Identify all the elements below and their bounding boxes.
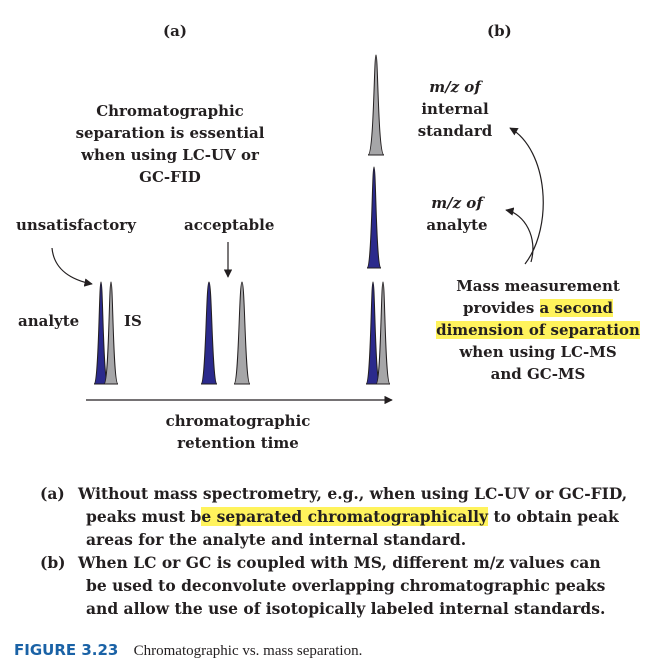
highlight-separated: e separated chromatographically	[201, 507, 489, 526]
mass-text-line: when using LC-MS	[459, 343, 617, 361]
label-is: IS	[124, 312, 142, 330]
note-text: to obtain peak	[488, 507, 619, 526]
mz-line: m/z of	[429, 78, 481, 96]
arrow-unsatisfactory	[51, 247, 93, 287]
mz-internal-standard-label: m/z of internal standard	[405, 76, 505, 142]
mass-measurement-text: Mass measurement provides a second dimen…	[424, 275, 652, 385]
statement-line: when using LC-UV or	[81, 146, 259, 164]
note-text: peaks must b	[86, 507, 202, 526]
peak-is-acceptable	[233, 281, 251, 385]
peak-analyte-unsatisfactory	[93, 281, 109, 385]
axis-label-line: retention time	[177, 434, 299, 452]
statement-line: GC-FID	[139, 168, 201, 186]
axis-label-line: chromatographic	[165, 412, 311, 430]
panel-b-label: (b)	[487, 22, 512, 40]
statement-line: Chromatographic	[96, 102, 244, 120]
mz-line: m/z of	[431, 194, 483, 212]
mass-text-line: provides a second	[424, 297, 652, 319]
note-text: When LC or GC is coupled with MS, differ…	[78, 553, 601, 572]
chromatographic-statement: Chromatographic separation is essential …	[60, 100, 280, 188]
peak-mz-internal-standard	[367, 54, 385, 156]
mass-text-line: Mass measurement	[456, 277, 620, 295]
figure-caption: FIGURE 3.23 Chromatographic vs. mass sep…	[14, 640, 362, 660]
note-a-label: (a)	[40, 484, 65, 503]
peak-mz-analyte	[366, 166, 382, 269]
note-a-line3: areas for the analyte and internal stand…	[86, 530, 467, 549]
note-a: (a) Without mass spectrometry, e.g., when…	[40, 482, 627, 551]
caption-label: FIGURE 3.23	[14, 641, 119, 659]
highlight-dimension: dimension of separation	[436, 321, 640, 339]
note-b-label: (b)	[40, 553, 66, 572]
statement-line: separation is essential	[75, 124, 265, 142]
peak-overlap-analyte	[365, 281, 381, 385]
note-b: (b) When LC or GC is coupled with MS, dif…	[40, 551, 605, 620]
peak-overlap-is	[375, 281, 391, 385]
mass-text-line: and GC-MS	[490, 365, 586, 383]
label-analyte: analyte	[18, 312, 80, 330]
highlight-second: a second	[539, 299, 613, 317]
mz-line: standard	[417, 122, 493, 140]
note-b-line2: be used to deconvolute overlapping chrom…	[86, 576, 606, 595]
arrow-to-mz-internal	[509, 127, 544, 265]
mz-analyte-label: m/z of analyte	[412, 192, 502, 236]
note-b-line1: (b) When LC or GC is coupled with MS, dif…	[40, 551, 605, 574]
note-a-line1: (a) Without mass spectrometry, e.g., when…	[40, 482, 627, 505]
note-text: Without mass spectrometry, e.g., when us…	[78, 484, 628, 503]
label-acceptable: acceptable	[184, 216, 275, 234]
peak-analyte-acceptable	[200, 281, 218, 385]
panel-a-label: (a)	[163, 22, 187, 40]
mz-line: internal	[421, 100, 489, 118]
note-a-line2: peaks must be separated chromatographica…	[40, 505, 627, 528]
arrow-to-mz-analyte	[505, 207, 534, 263]
text-plain: provides	[463, 299, 540, 317]
retention-time-label: chromatographic retention time	[138, 410, 338, 454]
mz-line: analyte	[426, 216, 488, 234]
caption-text: Chromatographic vs. mass separation.	[133, 643, 363, 659]
mass-text-line: dimension of separation	[424, 319, 652, 341]
peak-is-unsatisfactory	[103, 281, 119, 385]
label-unsatisfactory: unsatisfactory	[16, 216, 136, 234]
note-b-line3: and allow the use of isotopically labele…	[86, 599, 606, 618]
